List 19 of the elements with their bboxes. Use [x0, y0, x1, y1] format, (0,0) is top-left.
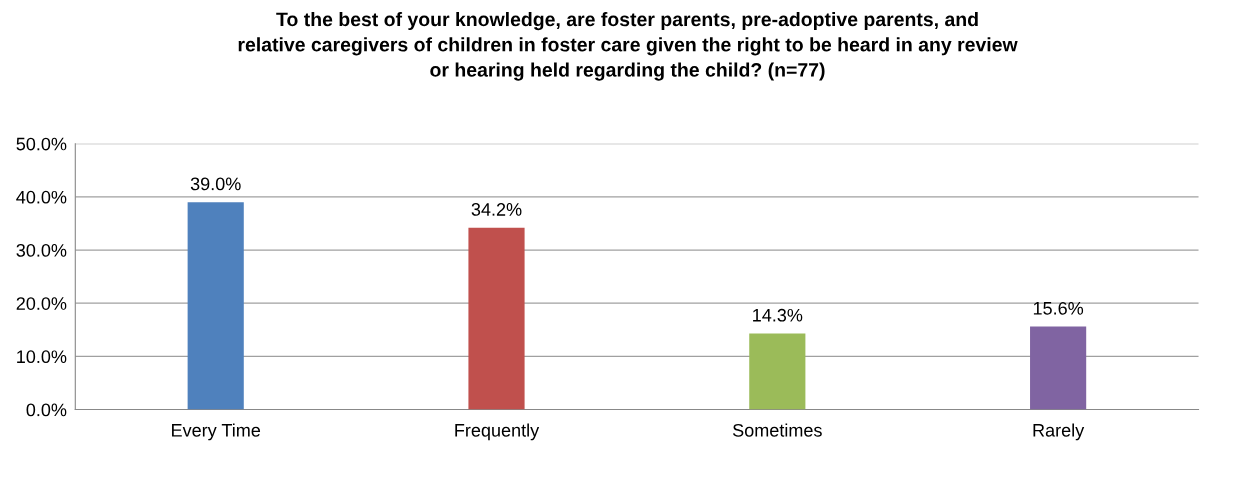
bar [468, 227, 525, 410]
bar [1030, 326, 1087, 410]
y-tick-label: 0.0% [26, 403, 67, 417]
x-tick-label: Frequently [455, 423, 540, 441]
data-label: 15.6% [1033, 301, 1084, 315]
x-tick-label: Rarely [1033, 423, 1085, 441]
bar [187, 202, 244, 410]
bar [749, 333, 806, 410]
x-tick-label: Every Time [172, 423, 261, 441]
x-tick-label: Sometimes [732, 423, 822, 437]
y-tick-label: 20.0% [16, 297, 67, 310]
chart-title: To the best of your knowledge, are foster parents, pre-adoptive parents, and relative caregivers of children in foster care given the right to be heard in any review or hearing held regarding the child? (n=77) [238, 11, 1018, 81]
y-tick-label: 40.0% [16, 190, 67, 204]
y-tick-label: 50.0% [16, 137, 67, 151]
data-label: 34.2% [471, 203, 522, 216]
data-label: 39.0% [190, 177, 241, 191]
y-tick-label: 30.0% [16, 243, 67, 257]
y-tick-label: 10.0% [17, 350, 67, 364]
data-label: 14.3% [753, 308, 803, 322]
